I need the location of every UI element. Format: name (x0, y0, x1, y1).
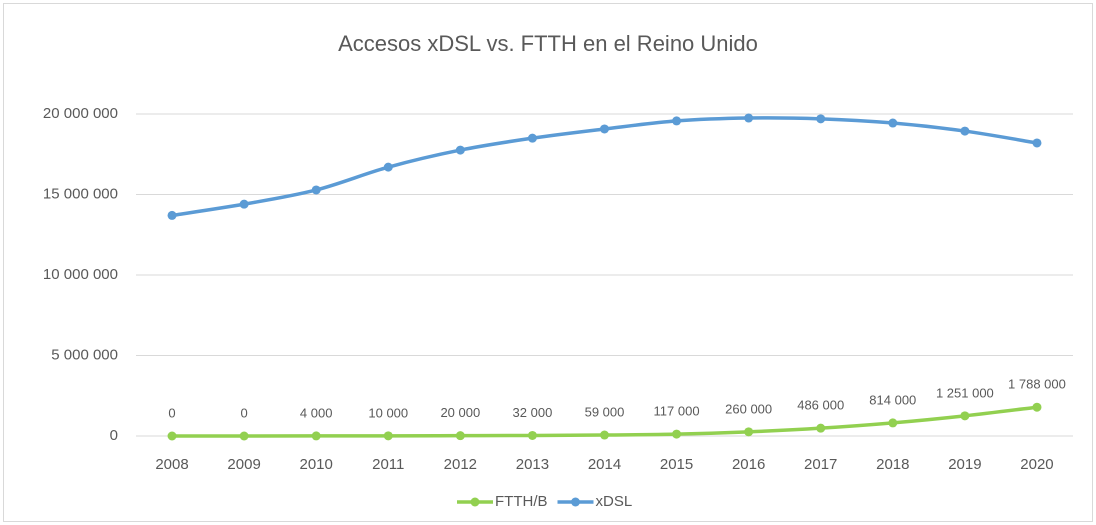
chart-title: Accesos xDSL vs. FTTH en el Reino Unido (338, 31, 758, 56)
x-tick-label: 2010 (300, 456, 333, 473)
data-point (239, 199, 249, 209)
data-label: 59 000 (585, 404, 625, 419)
x-tick-label: 2014 (588, 456, 621, 473)
data-point (455, 145, 465, 155)
y-tick-label: 5 000 000 (51, 346, 118, 363)
data-point (1032, 138, 1042, 148)
data-point (600, 124, 609, 134)
x-tick-label: 2013 (516, 456, 549, 473)
data-point (167, 431, 177, 441)
data-label: 32 000 (513, 405, 553, 420)
data-point (816, 423, 826, 433)
data-point (960, 411, 970, 421)
data-point (960, 126, 970, 136)
data-point (600, 430, 609, 440)
legend-marker (470, 497, 480, 507)
data-point (888, 118, 898, 128)
x-tick-label: 2016 (732, 456, 765, 473)
data-label: 814 000 (869, 392, 916, 407)
x-tick-label: 2017 (804, 456, 837, 473)
legend-label: xDSL (596, 493, 633, 510)
legend-label: FTTH/B (495, 493, 548, 510)
data-label: 20 000 (440, 405, 480, 420)
data-label: 0 (168, 405, 175, 420)
data-point (527, 133, 537, 143)
chart-border (3, 3, 1093, 522)
data-label: 486 000 (797, 398, 844, 413)
data-point (527, 430, 537, 440)
data-point (672, 116, 682, 126)
data-point (888, 418, 898, 428)
x-tick-label: 2012 (444, 456, 477, 473)
data-point (744, 427, 754, 437)
data-label: 1 251 000 (936, 385, 994, 400)
data-label: 10 000 (368, 405, 408, 420)
data-point (383, 162, 393, 172)
y-tick-label: 10 000 000 (43, 266, 118, 283)
data-label: 4 000 (300, 405, 333, 420)
data-label: 260 000 (725, 401, 772, 416)
x-tick-label: 2008 (155, 456, 188, 473)
x-tick-label: 2019 (948, 456, 981, 473)
data-point (816, 114, 826, 124)
data-point (744, 113, 754, 123)
y-tick-label: 20 000 000 (43, 105, 118, 122)
data-point (311, 185, 321, 195)
data-label: 117 000 (654, 404, 700, 419)
x-tick-label: 2011 (372, 456, 404, 473)
x-tick-label: 2020 (1020, 456, 1053, 473)
data-point (383, 431, 393, 441)
y-tick-label: 15 000 000 (43, 185, 118, 202)
x-tick-label: 2009 (227, 456, 260, 473)
x-tick-label: 2018 (876, 456, 909, 473)
y-tick-label: 0 (110, 427, 118, 444)
data-label: 1 788 000 (1008, 377, 1066, 392)
data-point (455, 431, 465, 441)
data-point (672, 429, 682, 439)
data-point (311, 431, 321, 441)
legend-marker (571, 497, 580, 507)
data-point (1032, 402, 1042, 412)
x-tick-label: 2015 (660, 456, 693, 473)
data-point (167, 210, 177, 220)
data-label: 0 (240, 405, 247, 420)
data-point (239, 431, 249, 441)
